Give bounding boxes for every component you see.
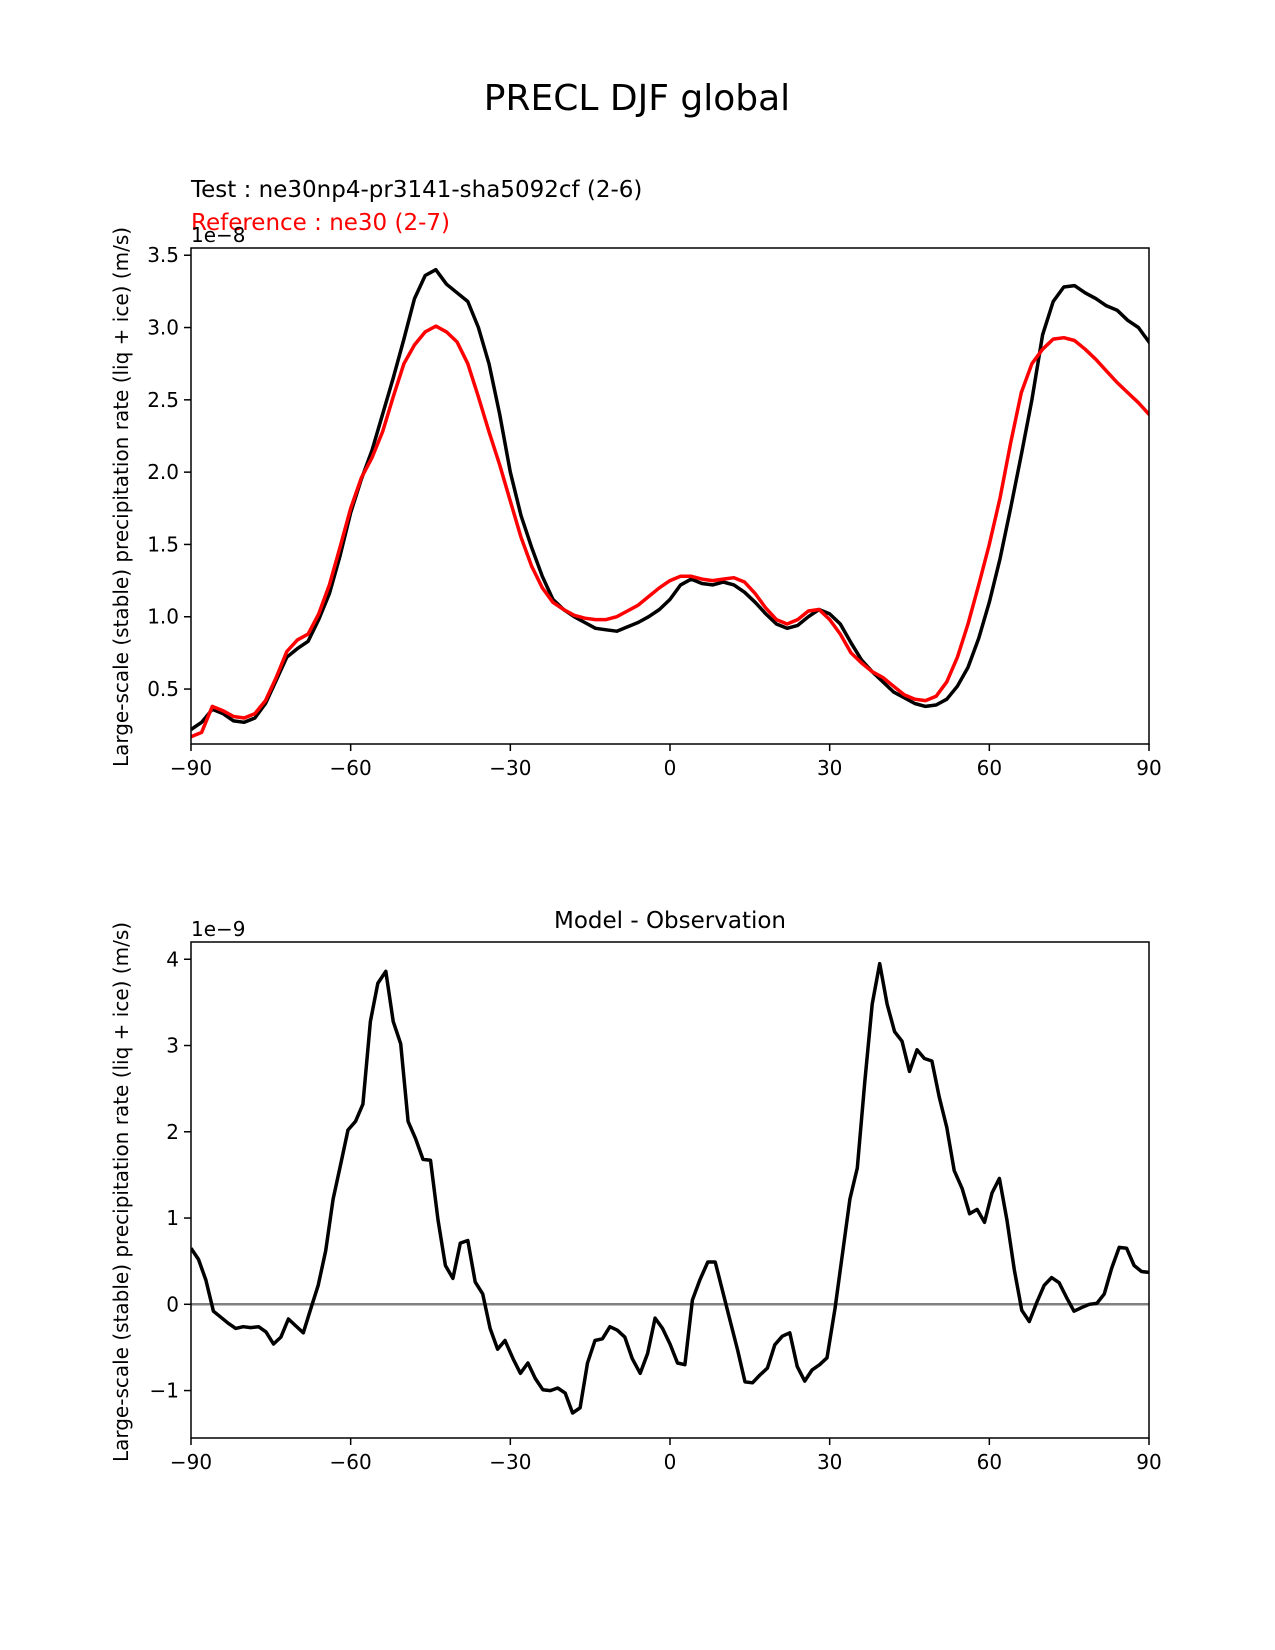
x-tick-label: 90 [1136,1450,1161,1474]
y-tick-label: 2.0 [147,460,179,484]
y-tick-label: 0 [166,1292,179,1316]
x-tick-label: −60 [330,1450,372,1474]
bottom-series [191,961,1149,1415]
x-tick-label: 90 [1136,756,1161,780]
y-tick-label: 2 [166,1120,179,1144]
y-tick-label: 1.0 [147,605,179,629]
y-tick-label: 4 [166,947,179,971]
figure-title: PRECL DJF global [484,78,790,119]
bottom-ylabel: Large-scale (stable) precipitation rate … [109,922,133,1462]
y-tick-label: 1 [166,1206,179,1230]
x-tick-label: −90 [170,756,212,780]
x-tick-label: 60 [977,1450,1002,1474]
top-ylabel: Large-scale (stable) precipitation rate … [109,227,133,767]
y-tick-label: 0.5 [147,677,179,701]
y-tick-label: 3.0 [147,316,179,340]
x-tick-label: −30 [489,756,531,780]
top-panel: Test : ne30np4-pr3141-sha5092cf (2-6) Re… [109,177,1162,780]
top-series [191,267,1149,739]
bottom-x-ticks: −90 −60 −30 0 30 60 90 [170,1438,1162,1474]
top-axes-frame [190,247,1150,745]
top-scale-label: 1e−8 [191,223,246,247]
y-tick-label: 3.5 [147,243,179,267]
x-tick-label: 30 [817,1450,842,1474]
series-line-difference [191,961,1149,1415]
series-line-reference [191,324,1149,739]
y-tick-label: −1 [150,1379,179,1403]
bottom-axes-frame [190,941,1150,1439]
x-tick-label: 60 [977,756,1002,780]
y-tick-label: 1.5 [147,532,179,556]
bottom-y-ticks: −1 0 1 2 3 4 [150,947,191,1403]
bottom-title: Model - Observation [554,908,786,934]
x-tick-label: 0 [664,756,677,780]
x-tick-label: 0 [664,1450,677,1474]
bottom-scale-label: 1e−9 [191,917,246,941]
top-x-ticks: −90 −60 −30 0 30 60 90 [170,744,1162,780]
bottom-panel: Model - Observation 1e−9 Large-scale (st… [109,908,1162,1474]
x-tick-label: −30 [489,1450,531,1474]
x-tick-label: −60 [330,756,372,780]
x-tick-label: 30 [817,756,842,780]
top-y-ticks: 0.5 1.0 1.5 2.0 2.5 3.0 3.5 [147,243,191,701]
test-label: Test : ne30np4-pr3141-sha5092cf (2-6) [190,177,642,203]
y-tick-label: 2.5 [147,388,179,412]
y-tick-label: 3 [166,1034,179,1058]
series-line-test [191,267,1149,731]
reference-label: Reference : ne30 (2-7) [191,210,450,236]
x-tick-label: −90 [170,1450,212,1474]
